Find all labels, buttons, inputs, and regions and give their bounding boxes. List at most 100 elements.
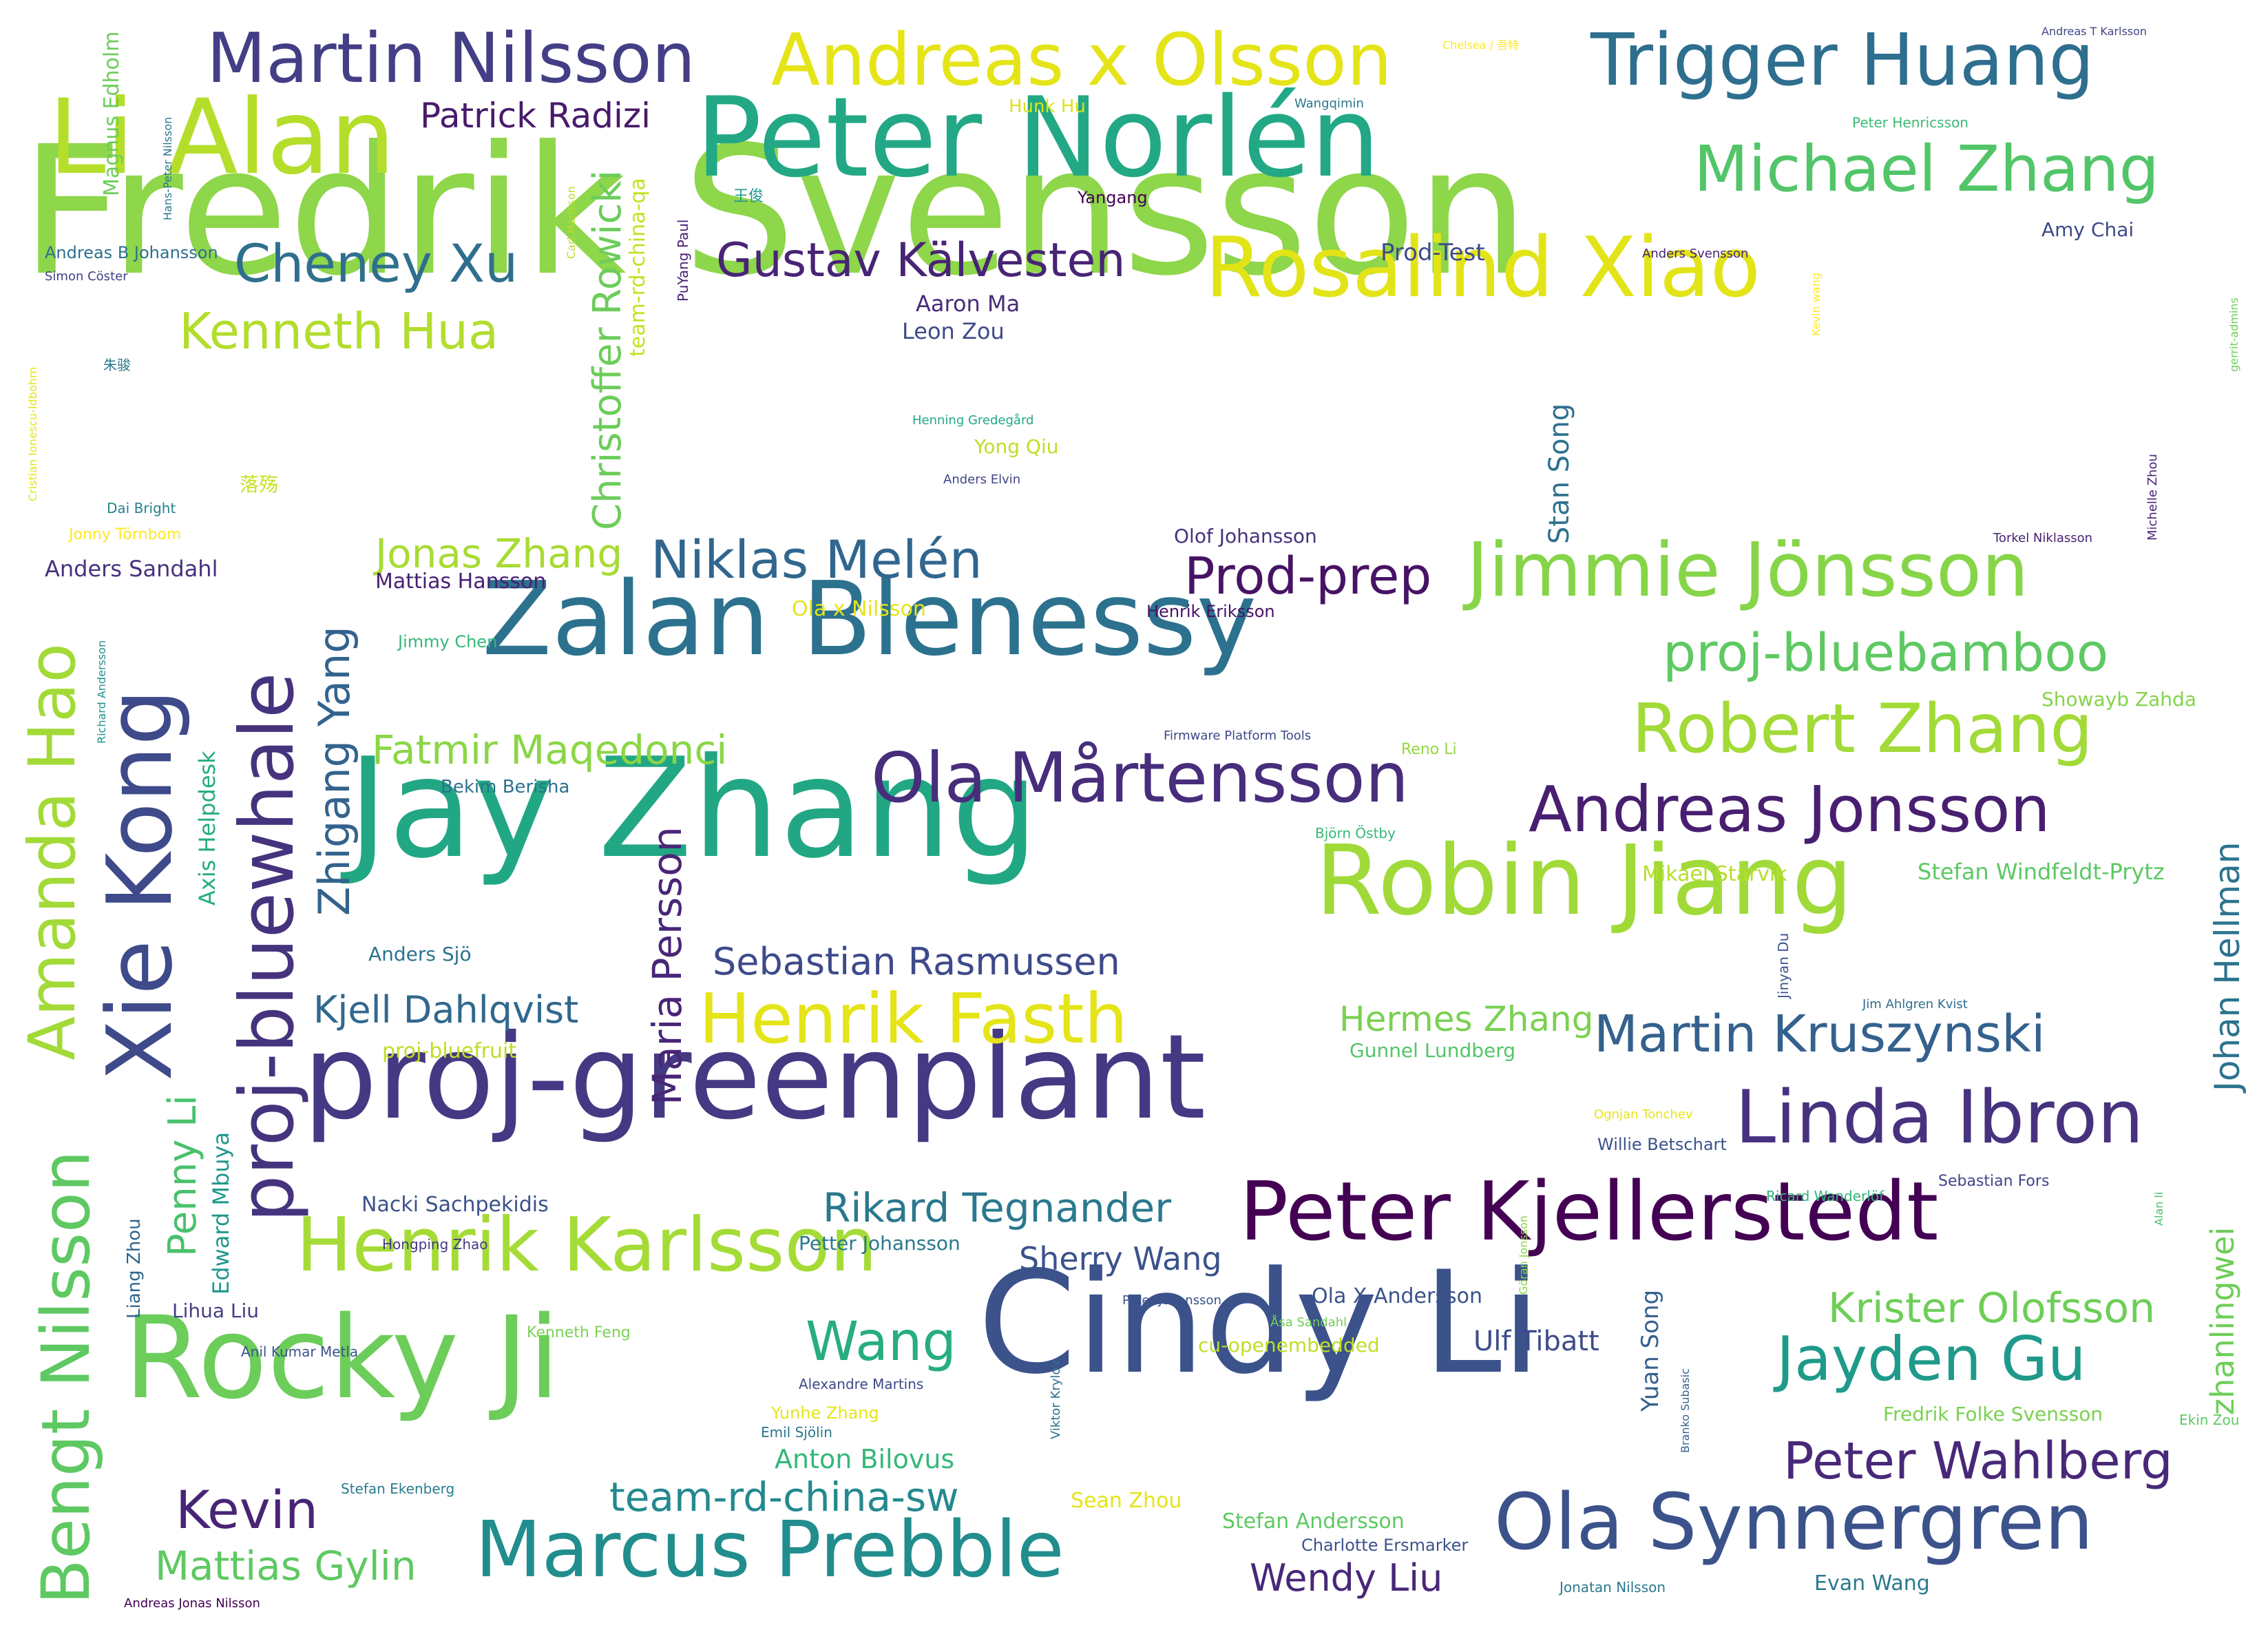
word-anders-svensson: Anders Svensson — [1642, 247, 1749, 261]
word-ekin-zou: Ekin Zou — [2179, 1412, 2240, 1428]
word-anders-sandahl: Anders Sandahl — [45, 556, 218, 582]
word-sean-zhou: Sean Zhou — [1071, 1489, 1182, 1513]
word-henrik-karlsson: Henrik Karlsson — [296, 1202, 877, 1288]
word-niklas-melen: Niklas Melén — [651, 529, 983, 590]
word-fredrik-folke-svensson: Fredrik Folke Svensson — [1883, 1403, 2103, 1425]
word-krister-olofsson: Krister Olofsson — [1828, 1284, 2156, 1332]
word-zalan-blenessy: Zalan Blenessy — [482, 560, 1257, 678]
word-jonny-tornbom: Jonny Törnbom — [69, 526, 182, 543]
word-viktor-krylov: Viktor Krylov — [1049, 1359, 1063, 1439]
word-jayden-gu: Jayden Gu — [1776, 1324, 2086, 1394]
word-jonas-zhang: Jonas Zhang — [375, 530, 623, 577]
word-mikael-starvik: Mikael Starvik — [1642, 862, 1787, 886]
word-willie-betschart: Willie Betschart — [1597, 1135, 1727, 1154]
word-michael-zhang: Michael Zhang — [1694, 132, 2160, 206]
word-ola-synnergren: Ola Synnergren — [1494, 1478, 2094, 1567]
word-alan-li: Alan li — [2152, 1191, 2165, 1226]
word-jinyan-du: Jinyan Du — [1775, 932, 1792, 998]
word-ola-martensson: Ola Mårtensson — [871, 737, 1409, 818]
word-rikard-tegnander: Rikard Tegnander — [823, 1184, 1172, 1231]
word-lihua-liu: Lihua Liu — [172, 1299, 260, 1322]
word-torkel-niklasson: Torkel Niklasson — [1993, 531, 2093, 545]
word-gerrit-admins: gerrit-admins — [2227, 297, 2240, 372]
word-robert-zhang: Robert Zhang — [1632, 690, 2093, 768]
word-fatmir-maqedonci: Fatmir Maqedonci — [372, 726, 728, 773]
word-martin-nilsson: Martin Nilsson — [207, 18, 695, 98]
word-stan-song: Stan Song — [1544, 403, 1575, 544]
word-emil-sjolin: Emil Sjölin — [761, 1424, 832, 1441]
word-bjorn-ostby: Björn Östby — [1315, 825, 1396, 841]
word-michelle-zhou: Michelle Zhou — [2145, 454, 2160, 541]
word-marcus-prebble: Marcus Prebble — [475, 1505, 1064, 1595]
word-peter-kjellerstedt: Peter Kjellerstedt — [1239, 1164, 1939, 1259]
word-jimmie-jonsson: Jimmie Jönsson — [1467, 527, 2029, 614]
word-alexandre-martins: Alexandre Martins — [799, 1376, 924, 1392]
word-proj-bluewhale: proj-bluewhale — [224, 672, 311, 1222]
word-nacki-sachpekidis: Nacki Sachpekidis — [361, 1193, 549, 1217]
word-ricard-wanderlof: Ricard Wanderlöf — [1766, 1188, 1884, 1204]
word-jay-zhang: Jay Zhang — [348, 729, 1039, 889]
word-firmware-platform-tools: Firmware Platform Tools — [1164, 729, 1312, 743]
word-olof-johansson: Olof Johansson — [1174, 525, 1317, 547]
word-team-rd-china-qa: team-rd-china-qa — [626, 178, 650, 357]
word-zhu-jun: 朱骏 — [103, 357, 131, 373]
word-ulf-tibatt: Ulf Tibatt — [1473, 1326, 1599, 1357]
word-dai-bright: Dai Bright — [107, 500, 176, 516]
word-puyang-paul: PuYang Paul — [675, 219, 691, 302]
word-andreas-x-olsson: Andreas x Olsson — [771, 18, 1392, 102]
word-stefan-andersson: Stefan Andersson — [1222, 1509, 1405, 1534]
word-andreas-jonsson: Andreas Jonsson — [1529, 773, 2050, 846]
word-cu-openembedded: cu-openembedded — [1198, 1334, 1380, 1357]
word-mattias-hansson: Mattias Hansson — [375, 569, 547, 594]
word-bengt-nilsson: Bengt Nilsson — [28, 1150, 105, 1604]
word-wang: Wang — [806, 1311, 956, 1373]
word-bekim-berisha: Bekim Berisha — [441, 777, 570, 797]
word-cindy-li: Cindy Li — [978, 1242, 1541, 1405]
word-rosalind-xiao: Rosalind Xiao — [1205, 220, 1761, 316]
word-martin-kruszynski: Martin Kruszynski — [1594, 1005, 2046, 1064]
word-kevin: Kevin — [176, 1479, 319, 1540]
word-yunhe-zhang: Yunhe Zhang — [771, 1403, 879, 1423]
word-yangang: Yangang — [1078, 188, 1148, 207]
word-peter-henricsson: Peter Henricsson — [1852, 114, 1968, 131]
word-proj-bluebamboo: proj-bluebamboo — [1663, 622, 2109, 683]
word-johan-hellman: Johan Hellman — [2207, 841, 2247, 1091]
word-leon-zou: Leon Zou — [902, 318, 1005, 344]
word-penny-li: Penny Li — [160, 1095, 205, 1257]
word-fredrik-svensson: Fredrik Svensson — [21, 108, 1529, 315]
word-gunnel-lundberg: Gunnel Lundberg — [1350, 1039, 1516, 1062]
word-ola-x-nilsson: Ola x Nilsson — [792, 597, 926, 621]
word-robin-jiang: Robin Jiang — [1315, 825, 1854, 937]
word-cheney-xu: Cheney Xu — [234, 233, 518, 294]
word-proj-greenplant: proj-greenplant — [303, 1009, 1206, 1146]
word-anton-bilovus: Anton Bilovus — [775, 1444, 955, 1474]
word-gustav-kalvesten: Gustav Kälvesten — [716, 233, 1126, 288]
word-cristian-ionescu-idbohrn: Cristian Ionescu-Idbohrn — [26, 366, 39, 501]
word-linda-ibron: Linda Ibron — [1735, 1075, 2144, 1160]
word-yong-qiu: Yong Qiu — [974, 435, 1059, 458]
word-andreas-t-karlsson: Andreas T Karlsson — [2041, 25, 2148, 38]
word-hans-peter-nilsson: Hans-Peter Nilsson — [161, 116, 174, 220]
word-amy-chai: Amy Chai — [2041, 218, 2134, 241]
word-proj-bluefruit: proj-bluefruit — [382, 1039, 517, 1063]
word-amanda-hao: Amanda Hao — [15, 643, 90, 1060]
word-hongping-zhao: Hongping Zhao — [382, 1236, 488, 1253]
word-anders-elvin: Anders Elvin — [943, 472, 1021, 487]
word-zhigang-yang: Zhigang Yang — [309, 626, 359, 916]
word-ola-x-andersson: Ola X Andersson — [1312, 1284, 1482, 1308]
word-prod-test: Prod-Test — [1380, 239, 1485, 266]
word-wendy-liu: Wendy Liu — [1250, 1556, 1443, 1600]
word-simon-coster: Simon Cöster — [45, 269, 128, 284]
word-zhanlingwei: zhanlingwei — [2204, 1226, 2241, 1415]
word-mattias-gylin: Mattias Gylin — [155, 1542, 417, 1589]
word-petter-johansson: Petter Johansson — [799, 1232, 960, 1255]
word-luo-shang: 落殇 — [240, 473, 279, 496]
word-chelsea: Chelsea / 吾特 — [1442, 39, 1520, 52]
word-wang-jun: 王俊 — [733, 188, 764, 205]
word-richard-andersson: Richard Andersson — [95, 640, 108, 744]
word-kjell-dahlqvist: Kjell Dahlqvist — [313, 988, 579, 1032]
word-carl-hansson: Carl Hansson — [565, 186, 578, 259]
word-asa-sandahl: Åsa Sandahl — [1270, 1315, 1347, 1330]
word-prod-prep: Prod-prep — [1184, 547, 1432, 606]
